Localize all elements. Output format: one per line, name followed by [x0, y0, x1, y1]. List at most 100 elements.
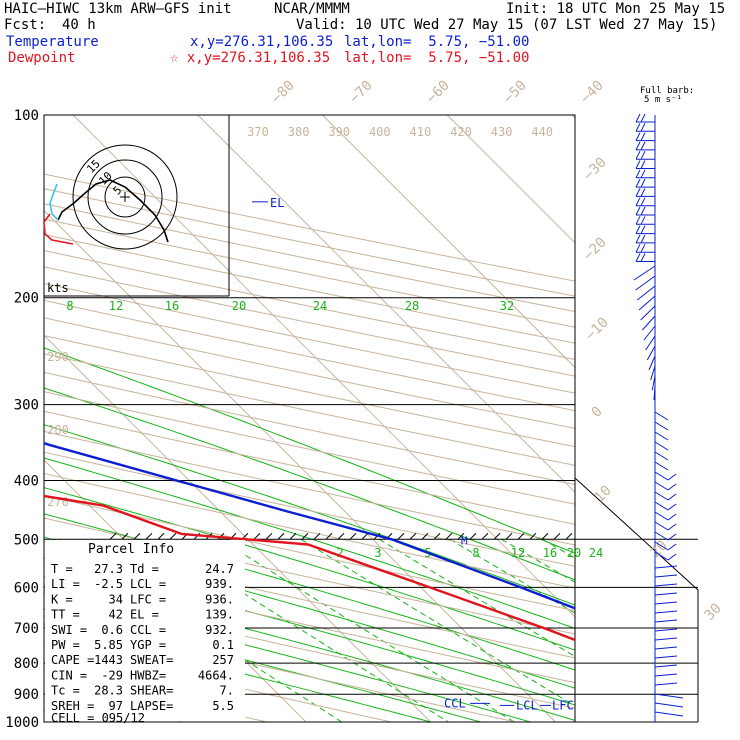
wind-barb	[643, 325, 656, 341]
hatch-mark	[289, 532, 297, 540]
isotherm-label: −40	[578, 78, 607, 107]
wind-barb-flag	[640, 123, 646, 132]
pressure-label-400: 400	[14, 473, 39, 489]
mixing-ratio-label: 24	[313, 299, 327, 313]
isotherm-label: 10	[592, 483, 615, 506]
wind-barb-flag	[640, 216, 646, 225]
wind-barb-flag	[640, 225, 646, 234]
wind-barb	[654, 619, 678, 623]
moist-adiabat	[44, 593, 531, 722]
dry-adiabat	[44, 589, 575, 709]
hatch-mark	[109, 532, 117, 540]
hatch-mark	[469, 532, 477, 540]
wind-barb	[654, 565, 678, 569]
parcel-row-value: 0.6	[101, 623, 123, 637]
pressure-label-800: 800	[14, 656, 39, 672]
wind-barb-flag	[640, 197, 646, 206]
wind-barb	[654, 491, 669, 501]
pressure-label-900: 900	[14, 687, 39, 703]
wind-barb	[654, 451, 669, 461]
wind-barb-flag	[667, 533, 677, 541]
hatch-mark	[145, 532, 153, 540]
pressure-label-1000: 1000	[5, 715, 39, 731]
wind-barb	[637, 285, 656, 301]
isotherm-line	[446, 115, 575, 244]
pressure-label-600: 600	[14, 580, 39, 596]
hodograph-units: kts	[47, 281, 69, 295]
wind-barb	[654, 421, 669, 431]
wind-barb-flag	[667, 503, 677, 511]
source-label: NCAR/MMMM	[274, 1, 350, 17]
wind-barb-flag	[635, 141, 641, 151]
dry-adiabat	[44, 282, 575, 394]
wind-barb	[654, 583, 678, 587]
wind-barb	[654, 601, 678, 605]
hatch-mark	[433, 532, 441, 540]
wind-barb	[654, 592, 678, 596]
mixing-ratio-label: 28	[405, 299, 419, 313]
hatch-mark	[493, 532, 501, 540]
wind-barb-flag	[640, 113, 646, 123]
hatch-mark	[517, 532, 525, 540]
wind-barb-flag	[640, 188, 646, 197]
wind-barb	[654, 541, 669, 551]
wind-barb	[651, 375, 656, 391]
wind-barb-flag	[640, 243, 646, 253]
mixing-ratio-line	[219, 538, 515, 722]
parcel-row-label: CAPE =	[51, 653, 94, 667]
pressure-label-200: 200	[14, 291, 39, 307]
mixing-ratio-label: 3	[374, 546, 381, 560]
wind-barb-flag	[635, 160, 641, 169]
theta-label: 420	[450, 125, 472, 139]
hatch-mark	[253, 532, 261, 540]
hodograph-ring-label: 10	[96, 169, 115, 188]
temperature-legend: Temperature	[6, 34, 99, 50]
plot-frame	[43, 114, 576, 723]
wind-barb	[650, 365, 656, 381]
parcel-row-label: LI =	[51, 577, 80, 591]
isotherm-label: −20	[581, 235, 610, 264]
moist-adiabat	[44, 387, 575, 581]
wind-barb-flag	[667, 553, 677, 561]
wind-barb-flag	[640, 169, 646, 179]
mixing-ratio-label: 8	[66, 299, 73, 313]
moist-adiabat	[44, 608, 481, 722]
wind-barb	[654, 646, 678, 650]
hatch-mark	[541, 532, 549, 540]
hatch-mark	[313, 532, 321, 540]
parcel-row-label: LAPSE=	[130, 699, 173, 713]
parcel-row-label: SWI =	[51, 623, 87, 637]
wind-barb-flag	[635, 225, 641, 234]
wind-barb	[654, 664, 678, 668]
wind-barb-flag	[635, 188, 641, 197]
hatch-mark	[301, 532, 309, 540]
lcl-label: LCL	[516, 698, 538, 712]
dry-adiabat	[44, 353, 575, 466]
init-time: Init: 18 UTC Mon 25 May 15	[506, 1, 726, 17]
dry-adiabat	[44, 249, 575, 360]
hatch-mark	[349, 532, 357, 540]
isotherm-line	[322, 115, 575, 369]
theta-label: 370	[247, 125, 269, 139]
hatch-mark	[133, 532, 141, 540]
wind-barb	[646, 345, 656, 361]
wind-barb	[654, 637, 678, 641]
wind-barb-flag	[635, 216, 641, 225]
parcel-row-value: 5.85	[94, 638, 123, 652]
wind-barb	[654, 702, 684, 708]
hatch-mark	[325, 532, 333, 540]
mixing-ratio-label: 12	[511, 546, 525, 560]
hatch-mark	[121, 532, 129, 540]
parcel-row-value: 7.	[220, 684, 234, 698]
wind-barb	[648, 355, 656, 371]
mixing-ratio-label: 16	[543, 546, 557, 560]
valid-time: Valid: 10 UTC Wed 27 May 15 (07 LST Wed …	[296, 17, 718, 33]
dry-adiabat	[44, 494, 575, 612]
parcel-row-value: 34	[109, 592, 123, 606]
hatch-mark	[169, 532, 177, 540]
mixing-ratio-line	[300, 538, 575, 707]
forecast-label: Fcst:	[4, 17, 47, 33]
wind-barb	[654, 471, 669, 481]
hatch-mark	[265, 532, 273, 540]
theta-label: 430	[491, 125, 513, 139]
